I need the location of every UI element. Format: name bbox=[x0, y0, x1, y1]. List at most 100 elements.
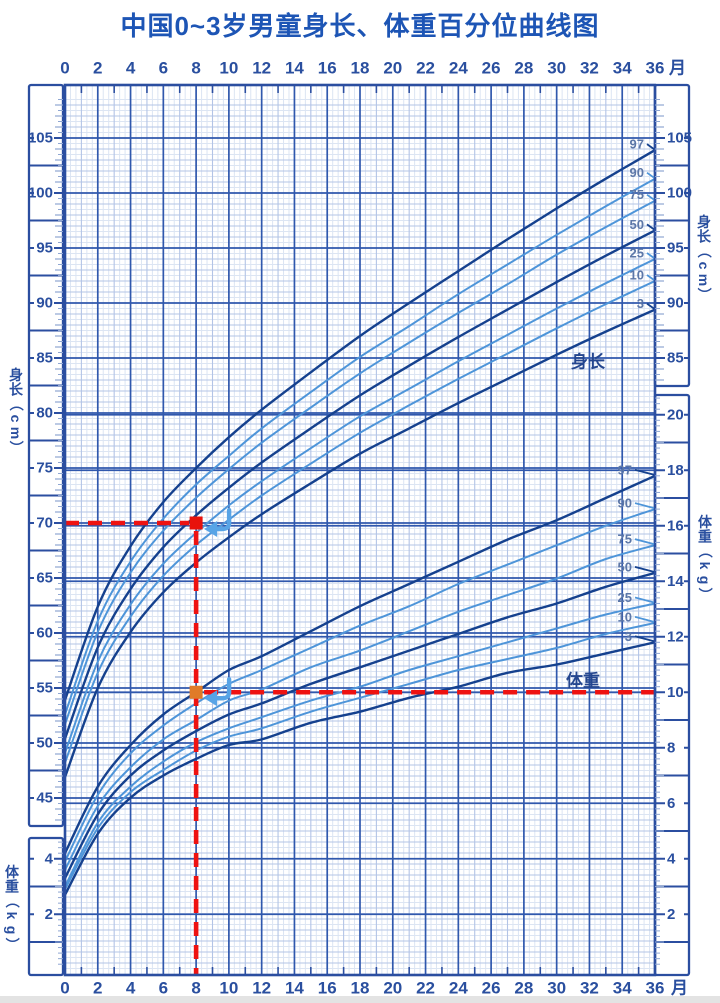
weight-percentile-label-97: 97 bbox=[618, 462, 632, 477]
svg-text:长: 长 bbox=[697, 229, 712, 245]
weight-percentile-label-25: 25 bbox=[618, 590, 632, 605]
height-percentile-curve-90 bbox=[65, 177, 655, 716]
svg-text:k: k bbox=[4, 912, 20, 920]
weight-percentile-curve-50 bbox=[65, 571, 655, 880]
svg-text:90: 90 bbox=[36, 295, 53, 312]
svg-text:28: 28 bbox=[514, 59, 533, 78]
svg-text:体: 体 bbox=[5, 864, 20, 880]
svg-text:100: 100 bbox=[28, 185, 53, 202]
svg-text:g: g bbox=[4, 926, 20, 935]
svg-text:18: 18 bbox=[351, 979, 370, 998]
weight-percentile-label-75: 75 bbox=[618, 532, 632, 547]
svg-text:14: 14 bbox=[667, 573, 684, 590]
right-weight-axis-box bbox=[653, 393, 691, 977]
svg-text:m: m bbox=[696, 274, 712, 286]
svg-text:75: 75 bbox=[36, 460, 53, 477]
svg-text:32: 32 bbox=[580, 979, 599, 998]
svg-text:14: 14 bbox=[285, 59, 304, 78]
svg-text:24: 24 bbox=[449, 979, 468, 998]
svg-text:12: 12 bbox=[667, 628, 684, 645]
svg-text:（: （ bbox=[697, 544, 713, 558]
svg-text:身: 身 bbox=[9, 367, 23, 383]
weight-percentile-curve-75 bbox=[65, 544, 655, 871]
major-grid bbox=[65, 85, 655, 975]
svg-text:30: 30 bbox=[547, 979, 566, 998]
svg-text:90: 90 bbox=[667, 295, 684, 312]
svg-text:105: 105 bbox=[667, 130, 692, 147]
return-arrow-icon-height bbox=[204, 507, 232, 537]
svg-text:16: 16 bbox=[667, 517, 684, 534]
svg-text:10: 10 bbox=[219, 979, 238, 998]
weight-percentile-curve-25 bbox=[65, 602, 655, 888]
svg-text:30: 30 bbox=[547, 59, 566, 78]
svg-text:长: 长 bbox=[9, 382, 24, 398]
height-percentile-label-3: 3 bbox=[637, 296, 644, 311]
svg-text:2: 2 bbox=[93, 979, 102, 998]
weight-percentile-curve-97 bbox=[65, 474, 655, 855]
svg-text:34: 34 bbox=[613, 59, 632, 78]
svg-text:32: 32 bbox=[580, 59, 599, 78]
svg-text:）: ） bbox=[696, 288, 712, 302]
height-point-marker bbox=[189, 516, 203, 530]
height-percentile-label-75: 75 bbox=[630, 187, 644, 202]
svg-text:55: 55 bbox=[36, 680, 53, 697]
svg-text:）: ） bbox=[4, 938, 20, 952]
svg-text:4: 4 bbox=[667, 850, 676, 867]
svg-text:28: 28 bbox=[514, 979, 533, 998]
svg-text:6: 6 bbox=[159, 59, 168, 78]
svg-text:重: 重 bbox=[5, 879, 19, 895]
svg-text:26: 26 bbox=[482, 979, 501, 998]
svg-text:4: 4 bbox=[126, 979, 136, 998]
svg-text:2: 2 bbox=[667, 906, 675, 923]
svg-text:50: 50 bbox=[36, 735, 53, 752]
svg-text:10: 10 bbox=[667, 684, 684, 701]
height-family-label: 身长 bbox=[571, 352, 606, 372]
svg-text:34: 34 bbox=[613, 979, 632, 998]
height-percentile-label-97: 97 bbox=[630, 137, 644, 152]
page-title: 中国0~3岁男童身长、体重百分位曲线图 bbox=[120, 11, 600, 41]
right-height-axis-box bbox=[653, 83, 691, 388]
axis-rulers: 105 100 95 90 85 80 75 70 65 60 55 50 45 4 2 105 100 95 90… bbox=[27, 83, 692, 977]
svg-text:80: 80 bbox=[36, 405, 53, 422]
height-percentile-labels: 97 90 75 50 25 10 3 bbox=[630, 137, 655, 311]
left-height-axis-box bbox=[27, 83, 65, 828]
height-percentile-curve-3 bbox=[65, 308, 655, 779]
svg-text:8: 8 bbox=[667, 739, 675, 756]
svg-text:105: 105 bbox=[28, 130, 53, 147]
weight-percentile-labels: 97 90 75 50 25 10 3 bbox=[618, 462, 655, 644]
svg-text:16: 16 bbox=[318, 979, 337, 998]
left-weight-axis-box bbox=[27, 836, 65, 977]
height-percentile-curve-50 bbox=[65, 229, 655, 740]
svg-text:2: 2 bbox=[45, 906, 53, 923]
svg-text:身: 身 bbox=[697, 214, 711, 230]
height-percentile-label-50: 50 bbox=[630, 217, 644, 232]
return-arrow-icon-weight bbox=[204, 677, 232, 707]
svg-text:（: （ bbox=[4, 894, 20, 908]
height-percentile-curve-25 bbox=[65, 258, 655, 754]
weight-percentile-label-90: 90 bbox=[618, 496, 632, 511]
weight-percentile-label-50: 50 bbox=[618, 559, 632, 574]
svg-text:2: 2 bbox=[93, 59, 102, 78]
svg-text:14: 14 bbox=[285, 979, 304, 998]
left-weight-axis-title: 体重（ kg ） bbox=[4, 864, 20, 952]
svg-text:60: 60 bbox=[36, 625, 53, 642]
svg-text:36: 36 bbox=[646, 979, 665, 998]
svg-text:24: 24 bbox=[449, 59, 468, 78]
svg-text:4: 4 bbox=[126, 59, 136, 78]
svg-text:4: 4 bbox=[45, 850, 54, 867]
svg-text:）: ） bbox=[697, 588, 713, 602]
svg-text:10: 10 bbox=[219, 59, 238, 78]
weight-percentile-curve-10 bbox=[65, 621, 655, 891]
svg-text:22: 22 bbox=[416, 979, 435, 998]
right-weight-axis-title: 体重（ kg ） bbox=[697, 514, 713, 602]
svg-text:18: 18 bbox=[351, 59, 370, 78]
svg-text:6: 6 bbox=[159, 979, 168, 998]
height-percentile-label-90: 90 bbox=[630, 165, 644, 180]
height-percentile-curve-75 bbox=[65, 199, 655, 726]
svg-text:（: （ bbox=[8, 397, 24, 411]
height-percentile-label-10: 10 bbox=[630, 268, 644, 283]
svg-text:100: 100 bbox=[667, 185, 692, 202]
svg-text:36: 36 bbox=[646, 59, 665, 78]
percentile-curves bbox=[65, 148, 655, 896]
